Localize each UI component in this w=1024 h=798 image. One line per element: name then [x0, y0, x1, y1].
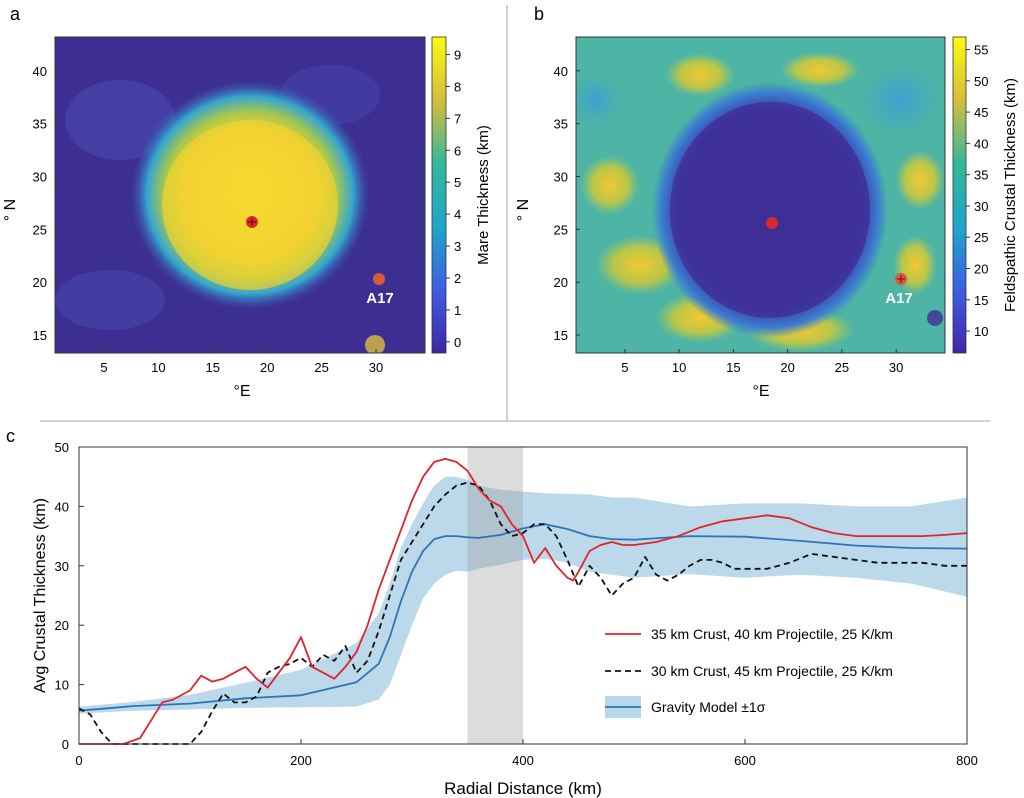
map-y-tick-label: 15 — [554, 328, 568, 343]
colorbar-tick-label: 9 — [454, 48, 461, 63]
map-x-tick-label: 15 — [206, 360, 220, 375]
y-axis-tick-label: 30 — [55, 559, 69, 574]
colorbar-tick-label: 45 — [974, 105, 988, 120]
a17-marker-a — [373, 273, 385, 285]
panel-letter-c: c — [6, 426, 15, 446]
colorbar-tick-label: 25 — [974, 230, 988, 245]
map-y-tick-label: 25 — [33, 222, 47, 237]
highlight-band — [467, 447, 523, 744]
map-y-tick-label: 20 — [33, 275, 47, 290]
colorbar-tick-label: 6 — [454, 143, 461, 158]
map-y-tick-label: 30 — [33, 170, 47, 185]
panel-letter-b: b — [534, 4, 544, 24]
x-axis-tick-label: 400 — [512, 753, 534, 768]
colorbar-a-label: Mare Thickness (km) — [475, 125, 492, 265]
colorbar-tick-label: 1 — [454, 303, 461, 318]
a17-label-b: A17 — [885, 290, 913, 307]
x-axis-tick-label: 200 — [290, 753, 312, 768]
x-axis-tick-label: 0 — [75, 753, 82, 768]
colorbar-a — [431, 36, 447, 354]
map-x-tick-label: 5 — [100, 360, 107, 375]
y-axis-tick-label: 10 — [55, 678, 69, 693]
map-a-xlabel: °E — [233, 383, 250, 400]
map-y-tick-label: 20 — [554, 275, 568, 290]
x-axis-tick-label: 600 — [734, 753, 756, 768]
legend-item-35km-crust: 35 km Crust, 40 km Projectile, 25 K/km — [651, 626, 893, 642]
colorbar-tick-label: 40 — [974, 136, 988, 151]
colorbar-tick-label: 4 — [454, 207, 461, 222]
map-y-tick-label: 40 — [554, 64, 568, 79]
map-y-tick-label: 35 — [33, 117, 47, 132]
colorbar-tick-label: 7 — [454, 111, 461, 126]
y-axis-tick-label: 50 — [55, 440, 69, 455]
map-x-tick-label: 10 — [672, 360, 686, 375]
map-x-tick-label: 20 — [780, 360, 794, 375]
map-x-tick-label: 30 — [889, 360, 903, 375]
a17-cross-b — [897, 275, 905, 283]
colorbar-tick-label: 30 — [974, 199, 988, 214]
legend: 35 km Crust, 40 km Projectile, 25 K/km 30… — [605, 626, 893, 718]
y-axis-tick-label: 20 — [55, 618, 69, 633]
map-a-ticks: 5 10 15 20 25 30 15 20 25 30 35 40 — [33, 64, 384, 375]
map-b-ylabel: ° N — [515, 199, 532, 221]
map-x-tick-label: 25 — [835, 360, 849, 375]
colorbar-tick-label: 8 — [454, 79, 461, 94]
colorbar-a-ticks: 0 1 2 3 4 5 6 7 8 9 — [446, 48, 461, 350]
series-35km-crust-line — [79, 458, 968, 745]
colorbar-tick-label: 0 — [454, 335, 461, 350]
series-gravity-model-line — [78, 523, 968, 712]
series-30km-crust-line — [78, 481, 967, 745]
x-axis-tick-label: 800 — [956, 753, 978, 768]
colorbar-tick-label: 3 — [454, 239, 461, 254]
map-y-tick-label: 35 — [554, 117, 568, 132]
colorbar-tick-label: 10 — [974, 324, 988, 339]
colorbar-tick-label: 2 — [454, 271, 461, 286]
map-a-ylabel: ° N — [2, 199, 19, 221]
y-axis-tick-label: 40 — [55, 499, 69, 514]
map-y-tick-label: 30 — [554, 170, 568, 185]
map-x-tick-label: 15 — [726, 360, 740, 375]
basin-center-cross-a — [248, 218, 256, 226]
basin-center-marker-b — [766, 217, 778, 229]
map-b-xlabel: °E — [752, 383, 769, 400]
mare-thickness-map — [55, 37, 425, 353]
colorbar-b — [952, 36, 967, 354]
map-x-tick-label: 30 — [369, 360, 383, 375]
map-b-ticks: 5 10 15 20 25 30 15 20 25 30 35 40 — [554, 64, 904, 375]
colorbar-tick-label: 20 — [974, 262, 988, 277]
colorbar-tick-label: 50 — [974, 74, 988, 89]
map-x-tick-label: 10 — [151, 360, 165, 375]
colorbar-b-label: Feldspathic Crustal Thickness (km) — [1002, 78, 1019, 312]
legend-item-30km-crust: 30 km Crust, 45 km Projectile, 25 K/km — [651, 663, 893, 679]
colorbar-tick-label: 55 — [974, 43, 988, 58]
map-x-tick-label: 25 — [314, 360, 328, 375]
legend-item-gravity-model: Gravity Model ±1σ — [651, 699, 766, 715]
colorbar-tick-label: 5 — [454, 175, 461, 190]
y-axis-tick-label: 0 — [62, 737, 69, 752]
map-x-tick-label: 20 — [260, 360, 274, 375]
a17-label-a: A17 — [366, 290, 394, 307]
map-y-tick-label: 15 — [33, 328, 47, 343]
crustal-thickness-profile-chart: 0 200 400 600 800 0 10 20 30 40 50 Radial Distance … — [32, 440, 978, 798]
colorbar-tick-label: 35 — [974, 168, 988, 183]
colorbar-b-ticks: 10 15 20 25 30 35 40 45 50 55 — [966, 43, 988, 339]
map-y-tick-label: 40 — [33, 64, 47, 79]
colorbar-tick-label: 15 — [974, 293, 988, 308]
y-axis-label: Avg Crustal Thickness (km) — [32, 498, 49, 693]
x-axis-label: Radial Distance (km) — [444, 779, 602, 798]
map-y-tick-label: 25 — [554, 222, 568, 237]
panel-letter-a: a — [10, 4, 21, 24]
map-x-tick-label: 5 — [621, 360, 628, 375]
